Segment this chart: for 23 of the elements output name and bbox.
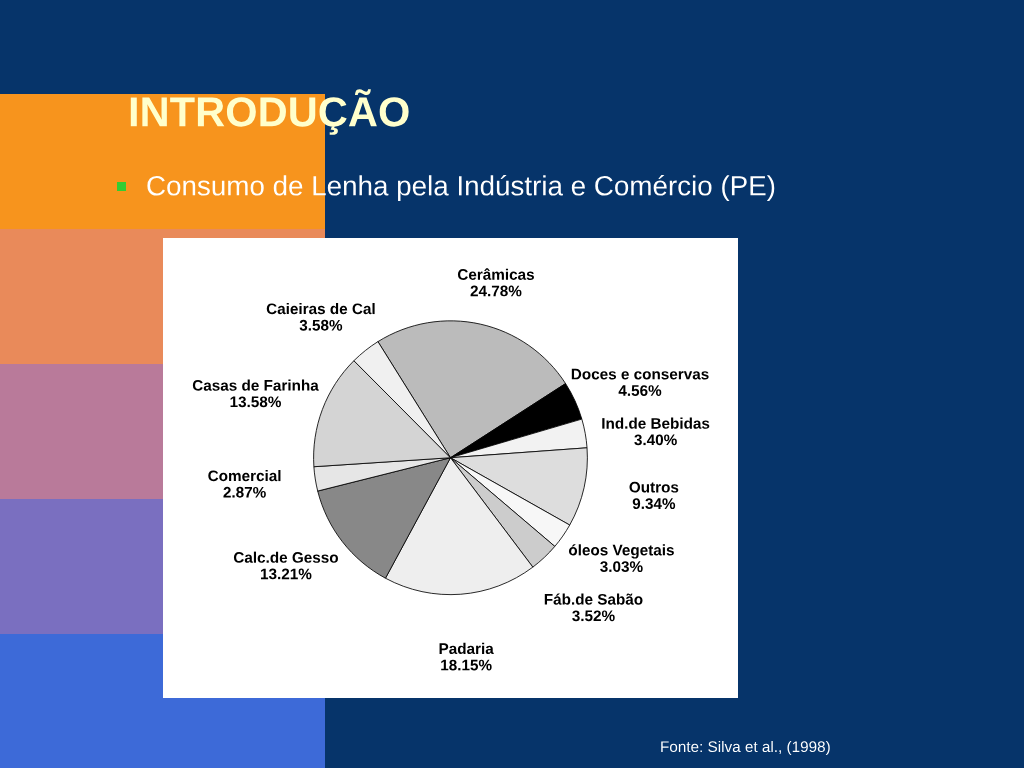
data-label: 13.58% (230, 396, 281, 408)
data-label: 24.78% (470, 285, 522, 297)
slice-label: Ind.de Bebidas (602, 417, 710, 429)
slice-label: Calc.de Gesso (233, 551, 339, 563)
data-label: 9.34% (632, 498, 676, 510)
source-note: Fonte: Silva et al., (1998) (661, 740, 830, 756)
slice-label: óleos Vegetais (568, 544, 674, 559)
slice-label: Padaria (439, 642, 494, 655)
data-label: 3.52% (572, 610, 615, 622)
data-label: 3.58% (299, 319, 343, 331)
data-label: 13.21% (261, 568, 312, 580)
slice-label: Outros (629, 481, 679, 493)
data-label: 3.40% (634, 434, 677, 446)
data-label: 3.03% (600, 561, 643, 573)
slice-label: Doces e conservas (571, 368, 709, 380)
slice-label: Caieiras de Cal (266, 302, 375, 315)
data-label: 4.56% (618, 385, 662, 396)
slice-label: Casas de Farinha (192, 379, 319, 391)
slice-label: Cerâmicas (457, 268, 534, 280)
data-label: 2.87% (223, 486, 266, 498)
slice-label: Comercial (208, 470, 281, 482)
slice-label: Fáb.de Sabão (544, 593, 643, 605)
data-label: 18.15% (441, 659, 492, 671)
